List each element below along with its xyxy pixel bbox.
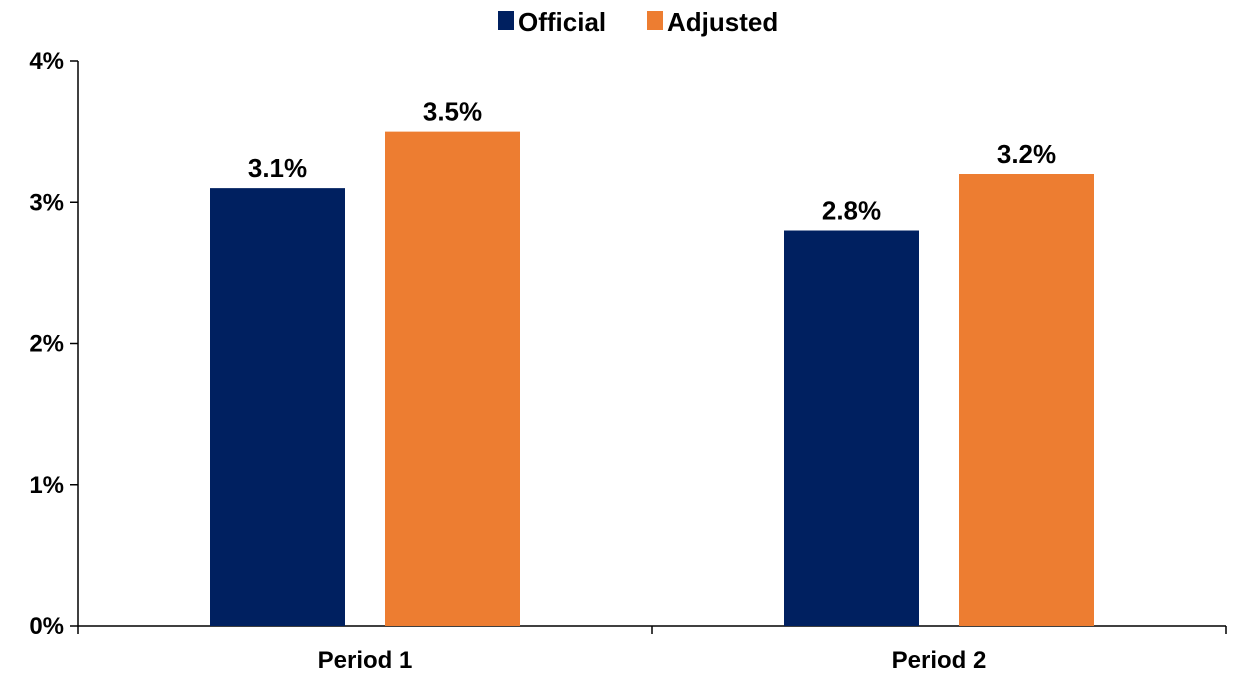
legend-swatch-adjusted xyxy=(647,11,663,30)
legend: Official Adjusted xyxy=(498,7,778,37)
bar-adjusted-period-2 xyxy=(959,174,1094,626)
y-tick-label: 2% xyxy=(29,331,64,358)
x-category-label: Period 2 xyxy=(892,647,987,674)
data-labels: 3.1% 3.5% 2.8% 3.2% xyxy=(248,97,1056,226)
data-label: 3.1% xyxy=(248,153,307,183)
data-label: 2.8% xyxy=(822,196,881,226)
y-tick-label: 3% xyxy=(29,189,64,216)
y-tick-label: 0% xyxy=(29,613,64,640)
bar-official-period-1 xyxy=(210,188,345,626)
bars xyxy=(210,131,1094,626)
x-category-label: Period 1 xyxy=(318,647,413,674)
legend-label-adjusted: Adjusted xyxy=(667,7,778,37)
legend-swatch-official xyxy=(498,11,514,30)
x-axis: Period 1 Period 2 xyxy=(77,625,1227,674)
data-label: 3.5% xyxy=(423,97,482,127)
bar-adjusted-period-1 xyxy=(385,131,520,626)
data-label: 3.2% xyxy=(997,139,1056,169)
legend-label-official: Official xyxy=(518,7,606,37)
y-tick-label: 4% xyxy=(29,48,64,75)
y-tick-label: 1% xyxy=(29,472,64,499)
bar-official-period-2 xyxy=(784,230,919,626)
y-axis: 0% 1% 2% 3% 4% xyxy=(29,48,79,640)
